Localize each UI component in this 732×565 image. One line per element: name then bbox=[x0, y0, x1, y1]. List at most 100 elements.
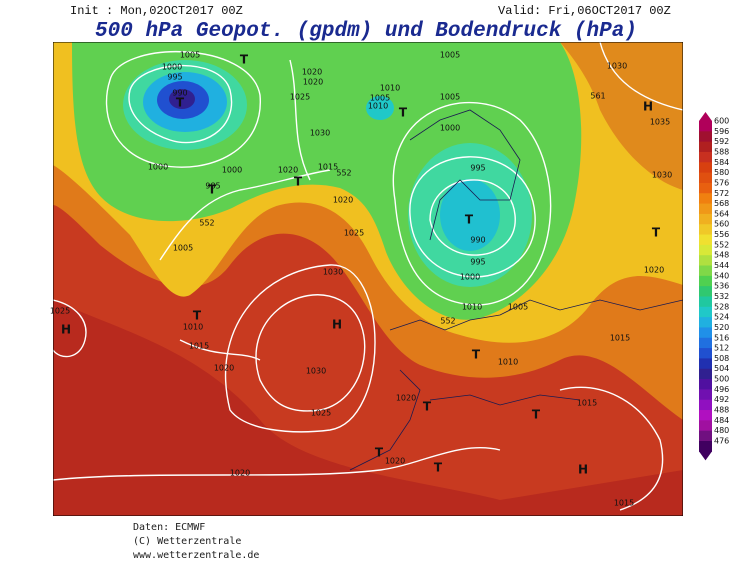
isobar-label: 1030 bbox=[652, 171, 672, 180]
isobar-label: 1005 bbox=[370, 94, 390, 103]
isobar-label: 1035 bbox=[650, 118, 670, 127]
colorbar-swatch bbox=[699, 337, 712, 349]
isobar-label: 1000 bbox=[222, 166, 242, 175]
colorbar-label: 528 bbox=[714, 302, 729, 311]
pressure-center: T bbox=[176, 96, 185, 110]
colorbar-label: 576 bbox=[714, 178, 729, 187]
isobar-label: 1025 bbox=[344, 229, 364, 238]
colorbar-label: 572 bbox=[714, 189, 729, 198]
isobar-label: 1010 bbox=[368, 102, 388, 111]
field-small-low bbox=[366, 96, 394, 120]
colorbar-label: 536 bbox=[714, 282, 729, 291]
isobar-label: 990 bbox=[172, 89, 187, 98]
isobar bbox=[224, 264, 376, 433]
isobar-label: 1030 bbox=[607, 62, 627, 71]
colorbar-label: 552 bbox=[714, 240, 729, 249]
isobar bbox=[159, 169, 331, 261]
isobar bbox=[53, 299, 87, 358]
isobar-label: 1020 bbox=[302, 68, 322, 77]
isobar-label: 1005 bbox=[173, 244, 193, 253]
copyright: (C) Wetterzentrale bbox=[133, 536, 241, 547]
field-northeast bbox=[560, 42, 683, 190]
pressure-center: T bbox=[193, 309, 202, 323]
colorbar-label: 520 bbox=[714, 323, 729, 332]
isobar-label: 1030 bbox=[323, 268, 343, 277]
colorbar-label: 500 bbox=[714, 375, 729, 384]
colorbar-label: 524 bbox=[714, 313, 729, 322]
pressure-center: H bbox=[643, 100, 653, 114]
colorbar-swatch bbox=[699, 255, 712, 267]
colorbar-swatch bbox=[699, 213, 712, 225]
colorbar-swatch bbox=[699, 234, 712, 246]
data-source: Daten: ECMWF bbox=[133, 522, 205, 533]
colorbar-label: 588 bbox=[714, 147, 729, 156]
colorbar-label: 580 bbox=[714, 168, 729, 177]
isobar-label: 1025 bbox=[311, 409, 331, 418]
colorbar-cap-bottom bbox=[699, 451, 712, 461]
colorbar-label: 508 bbox=[714, 354, 729, 363]
isobar bbox=[559, 386, 664, 511]
pressure-center: T bbox=[465, 213, 474, 227]
colorbar-label: 540 bbox=[714, 271, 729, 280]
colorbar-label: 512 bbox=[714, 344, 729, 353]
colorbar-label: 480 bbox=[714, 426, 729, 435]
isobar bbox=[255, 294, 366, 412]
isobar-label: 1015 bbox=[577, 399, 597, 408]
isobar-label: 1005 bbox=[440, 51, 460, 60]
field-core-west bbox=[169, 89, 195, 109]
pressure-center: T bbox=[472, 348, 481, 362]
isobar-label: 1020 bbox=[303, 78, 323, 87]
isobar bbox=[128, 64, 233, 144]
colorbar-swatch bbox=[699, 172, 712, 184]
colorbar-label: 592 bbox=[714, 137, 729, 146]
colorbar-swatch bbox=[699, 162, 712, 174]
colorbar-swatch bbox=[699, 306, 712, 318]
colorbar-label: 488 bbox=[714, 406, 729, 415]
colorbar-label: 484 bbox=[714, 416, 729, 425]
isobar-label: 1010 bbox=[183, 323, 203, 332]
isobar bbox=[599, 42, 683, 111]
colorbar-label: 600 bbox=[714, 117, 729, 126]
colorbar-swatch bbox=[699, 420, 712, 432]
isobar-label: 995 bbox=[167, 73, 182, 82]
isobar bbox=[179, 339, 261, 361]
colorbar-label: 496 bbox=[714, 385, 729, 394]
colorbar-swatch bbox=[699, 389, 712, 401]
isobar-label: 1000 bbox=[148, 163, 168, 172]
colorbar-swatch bbox=[699, 379, 712, 390]
isobar-label: 995 bbox=[470, 164, 485, 173]
isobar bbox=[409, 156, 536, 278]
pressure-center: T bbox=[399, 106, 408, 120]
colorbar-label: 516 bbox=[714, 333, 729, 342]
colorbar-label: 504 bbox=[714, 364, 729, 373]
colorbar-swatch bbox=[699, 141, 712, 153]
isobar-label: 1020 bbox=[396, 394, 416, 403]
isobar-label: 1010 bbox=[462, 303, 482, 312]
isobar-label: 990 bbox=[470, 236, 485, 245]
colorbar-label: 544 bbox=[714, 261, 729, 270]
isobar-label: 1010 bbox=[498, 358, 518, 367]
colorbar-swatch bbox=[699, 430, 712, 442]
isobar-label: 1005 bbox=[508, 303, 528, 312]
geopotential-label: 552 bbox=[336, 169, 351, 178]
map-title: 500 hPa Geopot. (gpdm) und Bodendruck (h… bbox=[95, 20, 637, 43]
colorbar-swatch bbox=[699, 286, 712, 297]
isobar-label: 1025 bbox=[290, 93, 310, 102]
colorbar-swatch bbox=[699, 317, 712, 328]
colorbar-swatch bbox=[699, 296, 712, 308]
colorbar-swatch bbox=[699, 399, 712, 411]
isobar-label: 1000 bbox=[440, 124, 460, 133]
geopotential-label: 552 bbox=[199, 219, 214, 228]
colorbar-cap-top bbox=[699, 112, 712, 121]
colorbar-swatch bbox=[699, 441, 712, 452]
pressure-center: T bbox=[375, 446, 384, 460]
colorbar-swatch bbox=[699, 224, 712, 236]
colorbar-label: 548 bbox=[714, 251, 729, 260]
isobar-label: 1015 bbox=[318, 163, 338, 172]
map-area bbox=[53, 42, 683, 516]
colorbar-swatch bbox=[699, 348, 712, 359]
isobar-label: 1005 bbox=[180, 51, 200, 60]
field-south bbox=[53, 300, 683, 516]
colorbar-label: 532 bbox=[714, 292, 729, 301]
